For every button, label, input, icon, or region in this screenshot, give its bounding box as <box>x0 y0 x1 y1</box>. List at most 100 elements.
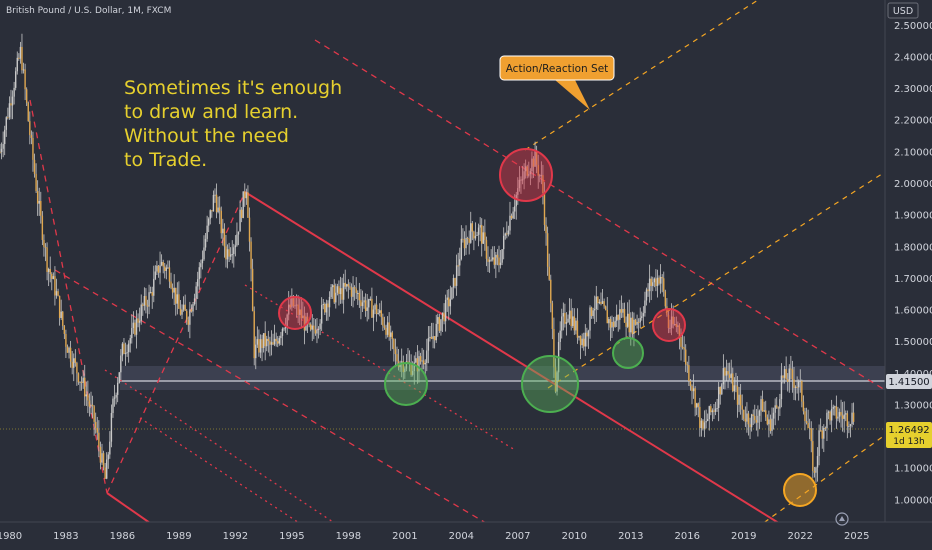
green-circle-2009 <box>521 355 579 413</box>
candle-body <box>29 121 31 136</box>
candle-body <box>93 406 95 422</box>
candle-body <box>380 310 383 318</box>
candle-body <box>179 308 182 315</box>
red-circle-2014 <box>652 308 686 342</box>
candle-body <box>419 356 422 362</box>
candle-body <box>724 368 726 376</box>
candle-body <box>462 238 464 240</box>
candle-body <box>683 347 685 350</box>
candle-body <box>277 341 279 344</box>
action-reaction-callout: Action/Reaction Set <box>499 55 615 110</box>
candle-body <box>592 310 594 317</box>
candle-body <box>372 309 375 318</box>
candle-body <box>46 247 48 272</box>
candle-body <box>465 237 467 249</box>
candle-body <box>22 69 25 71</box>
candle-body <box>710 406 712 413</box>
logo-ring <box>835 512 849 526</box>
price-candles <box>0 33 855 483</box>
candle-body <box>198 267 200 280</box>
candle-body <box>699 406 701 429</box>
candle-body <box>358 292 361 301</box>
candle-body <box>697 403 699 407</box>
orange-dashed-middle-line <box>547 171 886 389</box>
candle-body <box>772 412 775 419</box>
candle-body <box>407 361 409 363</box>
candle-body <box>659 277 662 284</box>
candle-body <box>837 416 839 419</box>
candle-body <box>807 422 809 429</box>
candle-body <box>688 365 690 382</box>
y-tick-label: 1.80000 <box>894 242 932 253</box>
candle-body <box>518 179 521 189</box>
candle-body <box>270 342 273 345</box>
candle-body <box>229 254 232 257</box>
candle-body <box>658 277 660 284</box>
candle-body <box>755 420 758 423</box>
candle-body <box>95 421 97 429</box>
candle-body <box>630 317 632 333</box>
candle-body <box>149 292 152 294</box>
candle-body <box>502 235 505 250</box>
candle-body <box>341 288 343 300</box>
candle-body <box>328 296 331 308</box>
candle-body <box>556 372 558 392</box>
candle-body <box>24 69 26 90</box>
candle-body <box>244 191 246 199</box>
red-circle-1995 <box>278 296 312 330</box>
candle-body <box>65 333 67 347</box>
candle-body <box>609 319 612 328</box>
candle-body <box>197 279 199 287</box>
candle-body <box>444 299 447 322</box>
candle-body <box>738 394 740 405</box>
y-tick-label: 1.90000 <box>894 211 932 222</box>
candle-body <box>743 409 745 419</box>
currency-badge[interactable] <box>887 2 919 19</box>
candle-body <box>479 225 481 228</box>
candle-body <box>545 224 547 234</box>
candle-body <box>132 322 135 329</box>
candle-body <box>366 307 368 311</box>
candle-body <box>488 260 491 262</box>
candle-body <box>143 296 146 306</box>
candle-body <box>717 386 720 408</box>
candle-body <box>311 325 313 330</box>
candle-body <box>82 377 84 383</box>
price-axis[interactable]: USD 1.000001.100001.200001.300001.400001… <box>884 0 932 550</box>
candle-body <box>207 218 210 226</box>
time-axis[interactable]: 1980 1983 1986 1989 1992 1995 1998 2001 2004 2007… <box>0 521 932 550</box>
candle-body <box>641 316 643 318</box>
candle-body <box>623 308 626 323</box>
tradingview-logo[interactable] <box>835 512 849 526</box>
candle-body <box>473 231 475 239</box>
candle-body <box>509 215 511 231</box>
candle-body <box>674 323 676 325</box>
candle-body <box>747 413 750 425</box>
candle-body <box>154 271 157 279</box>
candle-body <box>728 374 731 378</box>
candle-body <box>794 386 797 388</box>
candle-body <box>222 228 224 234</box>
candle-body <box>721 384 723 395</box>
candle-body <box>264 333 266 347</box>
candle-body <box>215 194 218 213</box>
candle-body <box>240 209 243 218</box>
candle-body <box>273 338 276 345</box>
candle-body <box>578 335 580 338</box>
candle-body <box>680 336 682 347</box>
candle-body <box>598 301 601 304</box>
candle-body <box>364 300 367 311</box>
candle-body <box>565 322 568 324</box>
candle-body <box>766 417 769 425</box>
candle-body <box>145 296 147 306</box>
candle-body <box>625 322 627 327</box>
y-tick-label: 2.20000 <box>894 116 932 127</box>
candle-body <box>776 405 778 408</box>
candle-body <box>719 386 721 395</box>
candle-body <box>601 301 604 304</box>
x-tick-label: 1992 <box>223 531 248 542</box>
candle-body <box>655 278 657 287</box>
candle-body <box>38 200 40 204</box>
